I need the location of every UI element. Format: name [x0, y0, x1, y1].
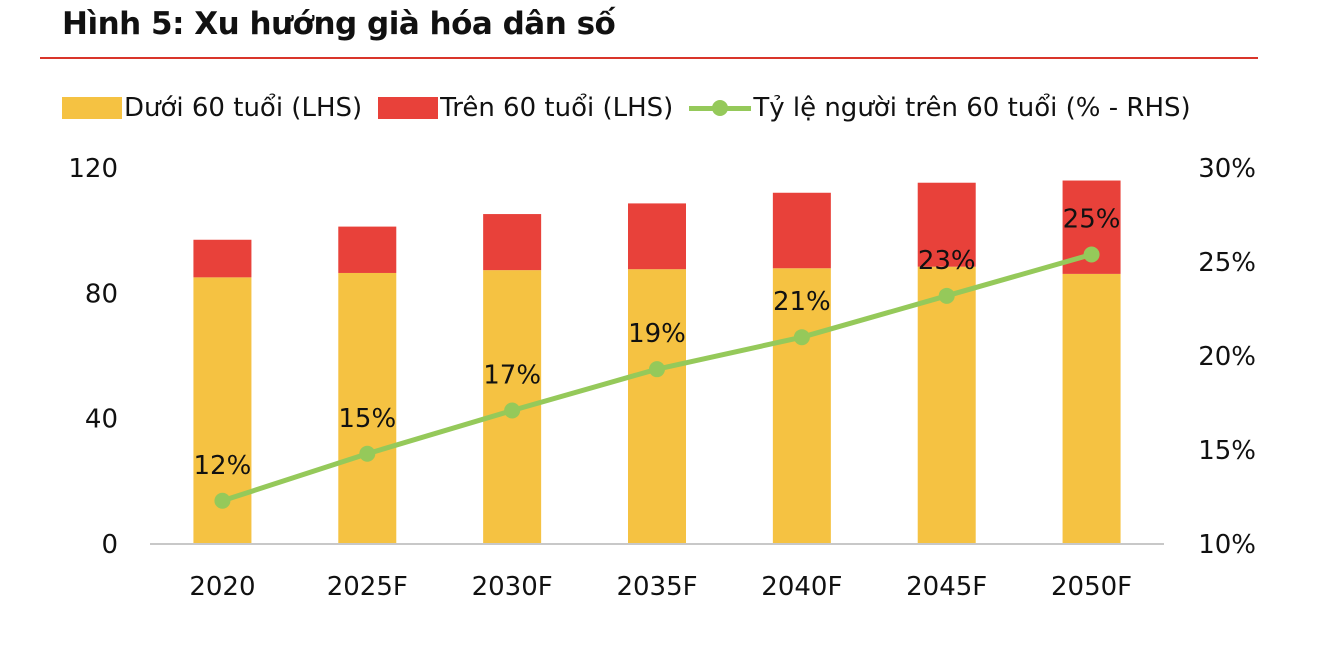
- bar-under-60-2040f: [772, 268, 831, 544]
- legend-label-over-60: Trên 60 tuổi (LHS): [440, 93, 674, 123]
- right-tick-label-30: 30%: [1198, 154, 1256, 184]
- bar-under-60-2045f: [917, 266, 976, 544]
- line-marker-2025f: [359, 445, 376, 462]
- bar-under-60-2050f: [1062, 273, 1121, 544]
- x-tick-label-2050f: 2050F: [1051, 572, 1132, 602]
- chart-title: Hình 5: Xu hướng già hóa dân số: [62, 6, 616, 42]
- bar-over-60-2045f: [917, 182, 976, 267]
- legend-item-under-60: Dưới 60 tuổi (LHS): [62, 93, 362, 123]
- left-tick-label-80: 80: [85, 279, 118, 309]
- left-tick-label-0: 0: [101, 530, 118, 560]
- right-tick-label-20: 20%: [1198, 342, 1256, 372]
- right-tick-label-10: 10%: [1198, 530, 1256, 560]
- legend-label-under-60: Dưới 60 tuổi (LHS): [124, 93, 363, 123]
- legend-item-ratio: Tỷ lệ người trên 60 tuổi (% - RHS): [689, 93, 1191, 123]
- bar-under-60-2025f: [338, 272, 397, 544]
- right-tick-label-25: 25%: [1198, 248, 1256, 278]
- x-tick-label-2025f: 2025F: [327, 572, 408, 602]
- line-data-label-2025f: 15%: [338, 404, 396, 434]
- legend-swatch-under-60: [62, 97, 122, 119]
- line-data-label-2040f: 21%: [773, 287, 831, 317]
- line-data-label-2045f: 23%: [918, 246, 976, 276]
- bar-over-60-2035f: [628, 203, 686, 270]
- line-data-label-2030f: 17%: [483, 361, 541, 391]
- x-tick-label-2030f: 2030F: [472, 572, 553, 602]
- right-tick-label-15: 15%: [1198, 436, 1256, 466]
- x-tick-label-2045f: 2045F: [906, 572, 987, 602]
- line-marker-2020: [214, 492, 231, 509]
- legend-swatch-over-60: [378, 97, 439, 119]
- bar-over-60-2025f: [338, 226, 397, 273]
- chart-legend: Dưới 60 tuổi (LHS) Trên 60 tuổi (LHS) Tỷ…: [62, 88, 1207, 128]
- legend-label-ratio: Tỷ lệ người trên 60 tuổi (% - RHS): [753, 93, 1191, 123]
- title-divider: [40, 57, 1258, 59]
- line-marker-2030f: [504, 402, 521, 419]
- left-tick-label-120: 120: [68, 154, 118, 184]
- legend-item-over-60: Trên 60 tuổi (LHS): [378, 93, 673, 123]
- line-marker-2035f: [649, 361, 665, 378]
- x-tick-label-2035f: 2035F: [616, 572, 697, 602]
- line-marker-2040f: [793, 329, 810, 346]
- line-data-label-2050f: 25%: [1063, 204, 1121, 234]
- x-tick-label-2040f: 2040F: [761, 572, 842, 602]
- line-marker-2045f: [938, 287, 955, 304]
- bar-over-60-2040f: [772, 192, 831, 269]
- x-tick-label-2020: 2020: [189, 572, 255, 602]
- line-data-label-2035f: 19%: [628, 319, 686, 349]
- bar-under-60-2035f: [628, 269, 686, 544]
- line-data-label-2020: 12%: [194, 451, 252, 481]
- line-marker-2050f: [1083, 246, 1100, 263]
- left-tick-label-40: 40: [85, 405, 118, 435]
- bar-over-60-2020: [193, 239, 252, 278]
- bar-over-60-2030f: [483, 214, 542, 271]
- legend-line-marker-ratio: [689, 97, 752, 119]
